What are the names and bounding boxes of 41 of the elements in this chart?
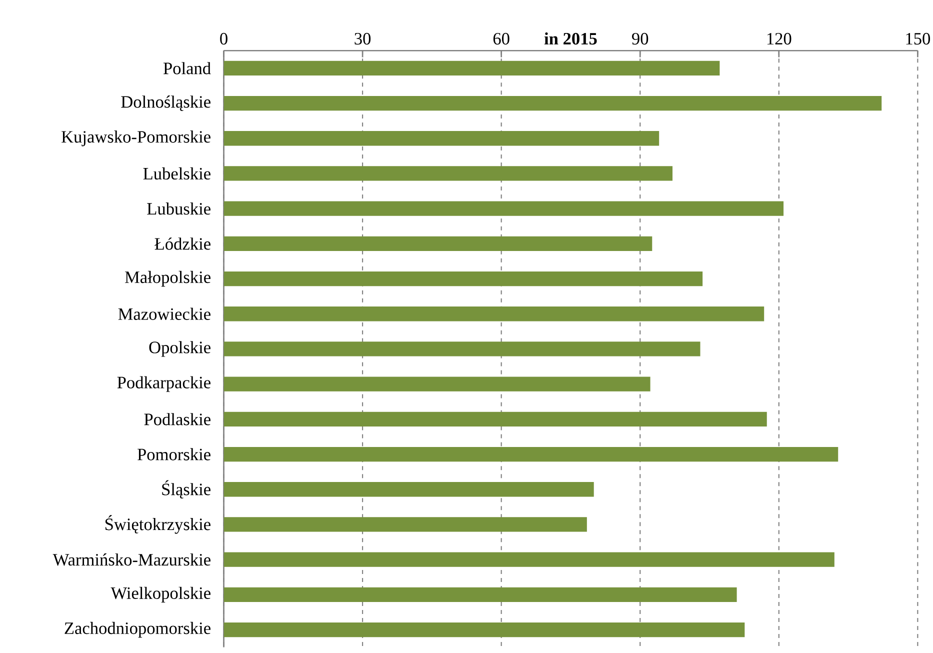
bar (224, 622, 745, 638)
bar (224, 588, 737, 602)
y-tick-label: Warmińsko-Mazurskie (52, 554, 210, 566)
y-tick-label: Lubelskie (143, 168, 210, 180)
x-tick-label: 60 (493, 33, 510, 45)
y-tick-label: Podkarpackie (117, 376, 210, 392)
y-tick-label: Świętokrzyskie (105, 515, 210, 534)
bar (224, 412, 767, 427)
y-tick-label: Zachodniopomorskie (64, 622, 210, 638)
x-tick-label: 120 (767, 33, 792, 45)
y-tick-label: Dolnośląskie (121, 96, 210, 112)
bar (224, 61, 720, 76)
bar (224, 342, 700, 356)
bar (224, 552, 834, 568)
x-tick-label: 0 (220, 33, 228, 45)
y-tick-label: Poland (163, 62, 211, 74)
y-tick-label: Podlaskie (144, 413, 210, 426)
y-tick-label: Małopolskie (125, 271, 210, 287)
x-tick-label: 150 (906, 33, 930, 45)
y-tick-label: Wielkopolskie (110, 587, 210, 603)
y-tick-label: Pomorskie (137, 448, 210, 461)
y-tick-label: Łódzkie (154, 238, 210, 250)
bar (224, 517, 587, 532)
bar (224, 96, 882, 111)
y-tick-label: Lubuskie (147, 202, 210, 215)
bar (224, 272, 703, 286)
x-tick-label: 90 (632, 33, 648, 45)
y-tick-label: Opolskie (149, 341, 210, 357)
chart-title: in 2015 (544, 32, 597, 45)
bar (224, 376, 650, 392)
bar (224, 447, 838, 462)
y-tick-label: Mazowieckie (118, 308, 210, 320)
y-tick-label: Śląskie (162, 480, 210, 499)
bar (224, 166, 672, 181)
x-tick-label: 30 (354, 33, 371, 45)
bar (224, 131, 660, 146)
bar (224, 236, 652, 252)
bar (224, 201, 784, 216)
y-tick-label: Kujawsko-Pomorskie (62, 130, 210, 146)
bar (224, 306, 764, 322)
bar (224, 482, 594, 497)
